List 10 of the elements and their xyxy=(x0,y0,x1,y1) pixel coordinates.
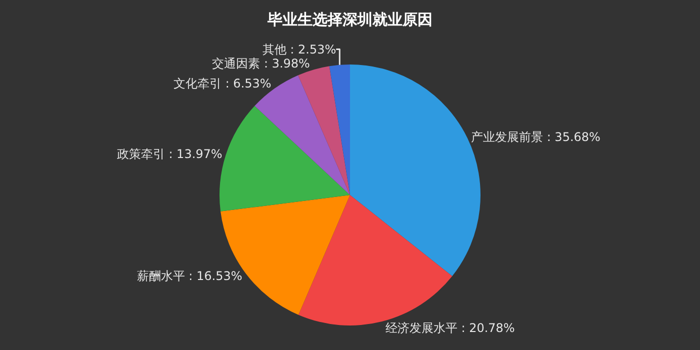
slice-label: 薪酬水平 : 16.53% xyxy=(136,269,242,284)
slice-label: 政策牵引 : 13.97% xyxy=(116,147,222,162)
pie-slice xyxy=(298,66,350,195)
slice-label: 文化牵引 : 6.53% xyxy=(173,76,272,91)
pie-slice xyxy=(329,64,350,195)
chart-title: 毕业生选择深圳就业原因 xyxy=(266,10,432,28)
slice-label: 交通因素 : 3.98% xyxy=(212,56,310,70)
slice-label: 其他 : 2.53% xyxy=(262,42,336,56)
slice-label: 产业发展前景 : 35.68% xyxy=(471,130,600,144)
slice-label: 经济发展水平 : 20.78% xyxy=(385,321,515,336)
